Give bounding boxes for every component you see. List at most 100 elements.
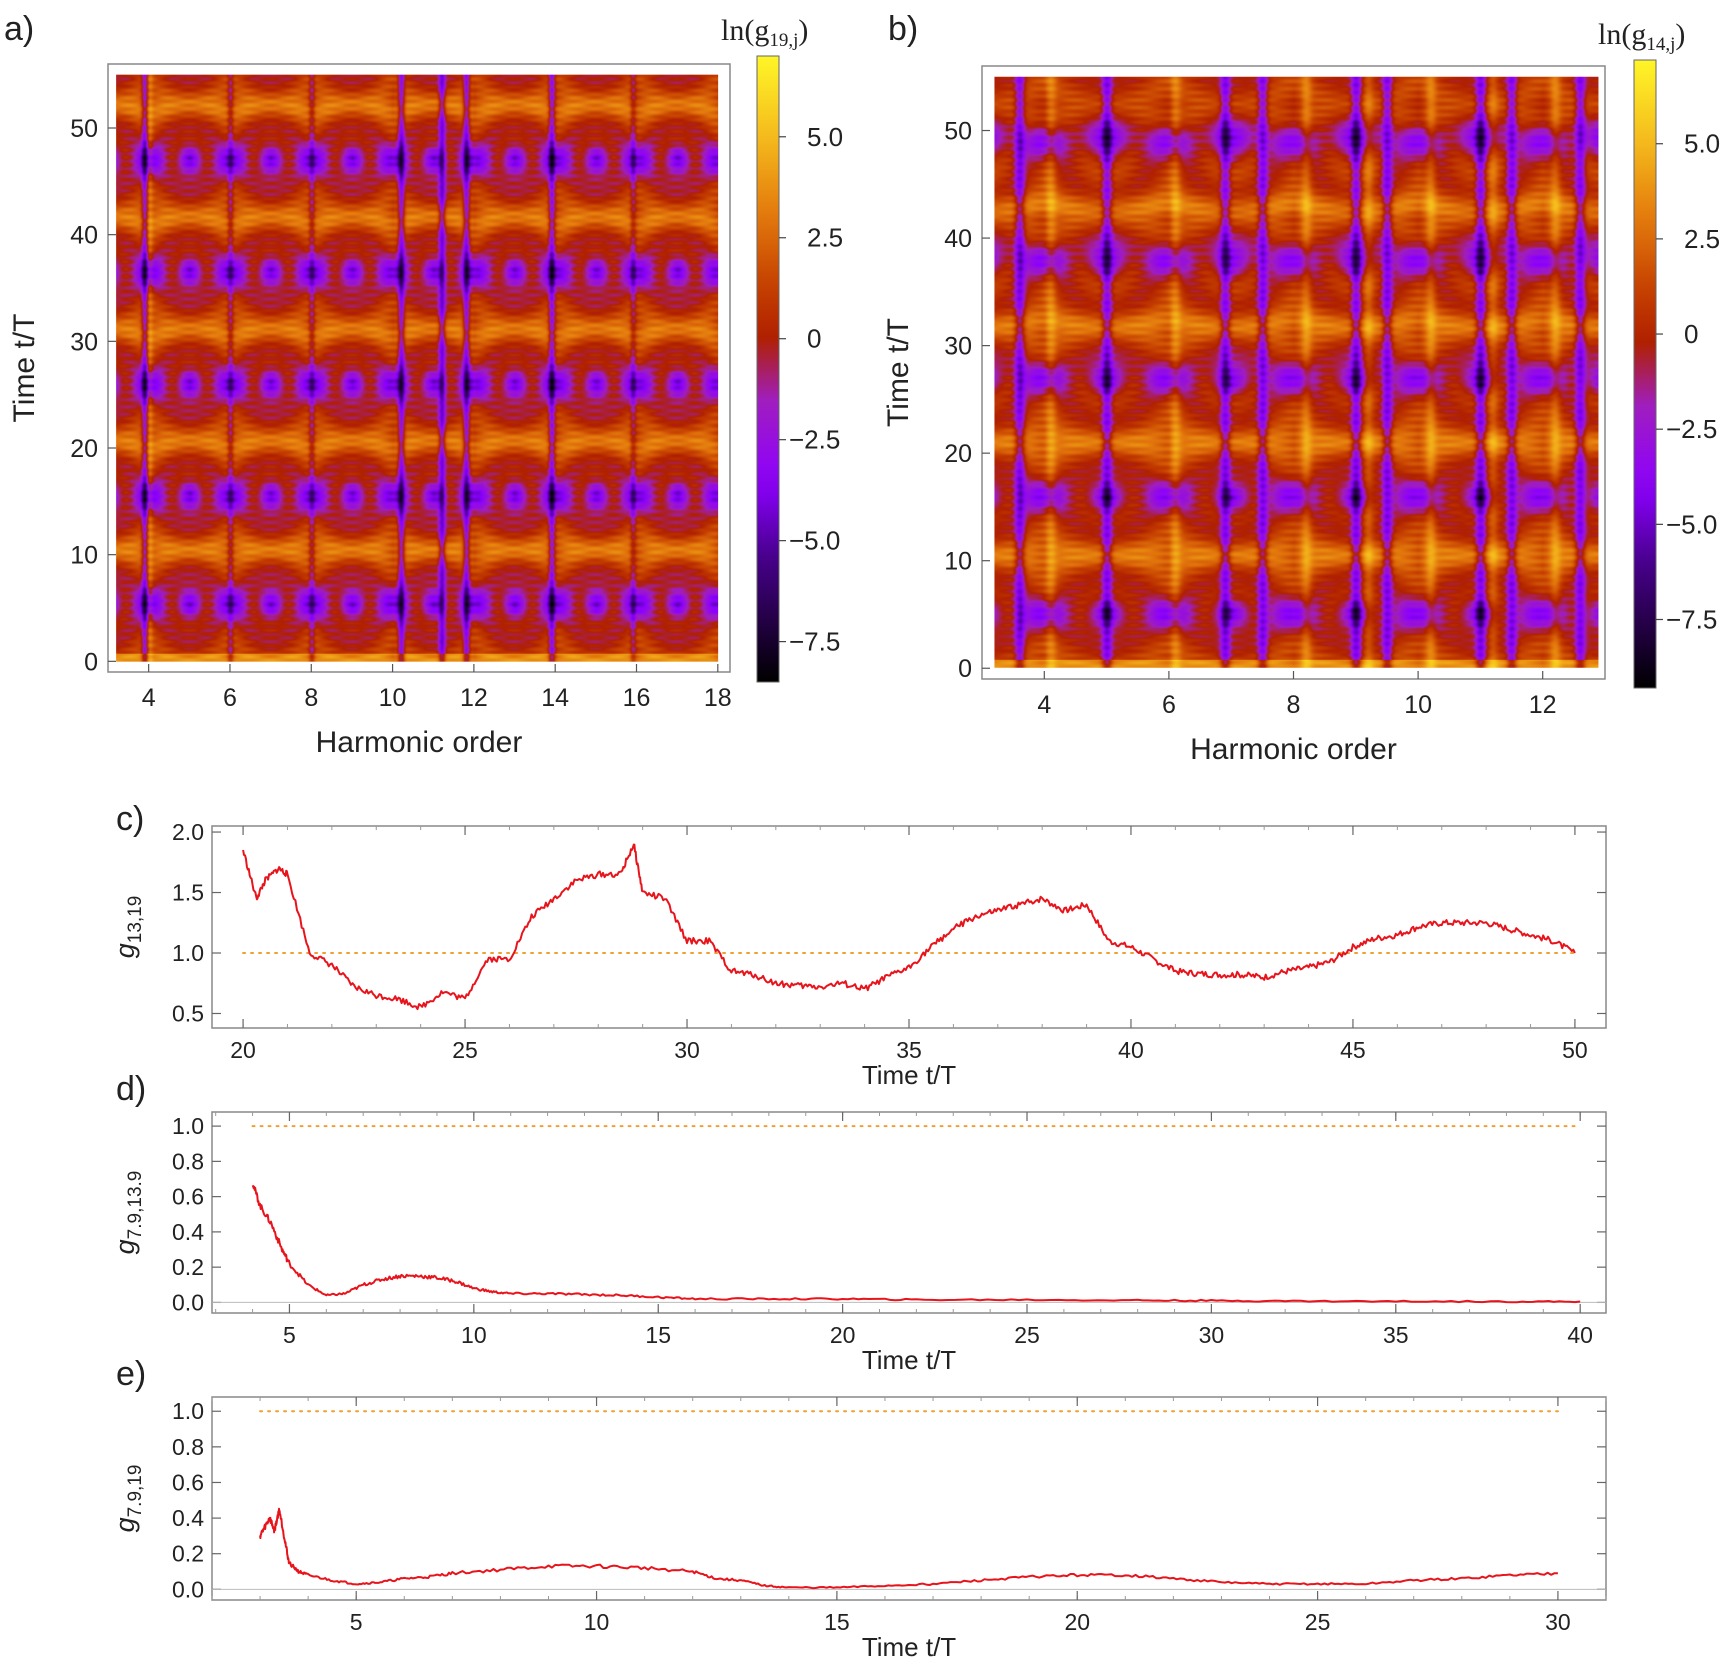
- series-line-g7.9,19: [259, 1507, 1558, 1590]
- x-tick-label: 10: [461, 1322, 487, 1348]
- x-tick-label: 25: [1014, 1322, 1040, 1348]
- colorbar-title-main: ln(g: [1598, 18, 1646, 51]
- x-tick-label: 14: [541, 684, 569, 712]
- y-tick-label: 0.2: [172, 1541, 204, 1567]
- colorbar-title-sub: 14,j: [1646, 34, 1675, 55]
- x-tick-label: 10: [1404, 691, 1432, 719]
- y-tick-label: 0.8: [172, 1148, 204, 1174]
- colorbar-tick-label: 2.5: [1684, 224, 1720, 254]
- y-axis-title-sub: 7.9,19: [125, 1465, 146, 1518]
- y-tick-label: 1.5: [172, 880, 204, 906]
- y-tick-label: 0: [958, 655, 972, 683]
- colorbar-tick-label: 2.5: [807, 223, 843, 253]
- x-tick-label: 5: [283, 1322, 296, 1348]
- x-tick-label: 16: [623, 684, 651, 712]
- colorbar-tick-label: −7.5: [1666, 604, 1717, 634]
- y-tick-label: 30: [70, 328, 98, 356]
- y-tick-label: 0.0: [172, 1576, 204, 1602]
- x-tick-label: 4: [142, 684, 156, 712]
- y-axis-title: g7.9,13.9: [110, 1171, 146, 1255]
- y-tick-label: 20: [944, 440, 972, 468]
- x-tick-label: 30: [1545, 1609, 1571, 1635]
- colorbar-tick-label: −2.5: [789, 425, 840, 455]
- x-tick-label: 4: [1037, 691, 1051, 719]
- x-tick-label: 20: [1064, 1609, 1090, 1635]
- y-tick-label: 2.0: [172, 819, 204, 845]
- x-tick-label: 15: [824, 1609, 850, 1635]
- x-tick-label: 35: [896, 1037, 922, 1063]
- panel-label-d: d): [116, 1070, 146, 1108]
- colorbar-title-close: ): [798, 14, 808, 47]
- x-tick-label: 45: [1340, 1037, 1366, 1063]
- colorbar: [756, 55, 780, 683]
- plot-frame: [211, 1111, 1607, 1314]
- series-line-g7.9,13.9: [251, 1184, 1581, 1304]
- y-tick-label: 0.4: [172, 1505, 204, 1531]
- x-tick-label: 10: [584, 1609, 610, 1635]
- series-line-g13,19: [242, 843, 1576, 1011]
- y-tick-label: 0.6: [172, 1184, 204, 1210]
- y-tick-label: 10: [944, 548, 972, 576]
- y-tick-label: 40: [70, 222, 98, 250]
- x-tick-label: 6: [223, 684, 237, 712]
- panel-label-a: a): [4, 10, 34, 48]
- x-tick-label: 35: [1383, 1322, 1409, 1348]
- colorbar-title-close: ): [1675, 18, 1685, 51]
- x-axis-title: Time t/T: [862, 1632, 956, 1662]
- y-tick-label: 0.0: [172, 1289, 204, 1315]
- colorbar-title-main: ln(g: [721, 14, 769, 47]
- x-axis-title: Harmonic order: [1190, 733, 1397, 766]
- y-tick-label: 30: [944, 333, 972, 361]
- colorbar-title: ln(g19,j): [721, 14, 808, 51]
- y-axis-title-main: g: [110, 1239, 140, 1254]
- x-tick-label: 18: [704, 684, 732, 712]
- panel-label-e: e): [116, 1355, 146, 1393]
- x-axis-title: Time t/T: [862, 1345, 956, 1375]
- x-tick-label: 8: [304, 684, 318, 712]
- colorbar-tick-label: −7.5: [789, 627, 840, 657]
- x-tick-label: 20: [230, 1037, 256, 1063]
- x-tick-label: 8: [1287, 691, 1301, 719]
- x-tick-label: 15: [645, 1322, 671, 1348]
- x-tick-label: 40: [1567, 1322, 1593, 1348]
- line-chart-d: g7.9,13.9: [110, 1111, 1607, 1314]
- x-tick-label: 6: [1162, 691, 1176, 719]
- y-axis-title-sub: 13,19: [125, 896, 146, 944]
- y-tick-label: 0.6: [172, 1469, 204, 1495]
- line-chart-c: g13,19: [110, 825, 1607, 1029]
- colorbar-tick-label: −2.5: [1666, 414, 1717, 444]
- plot-frame: [211, 825, 1607, 1029]
- heatmap-a: ln(g19,j): [107, 14, 808, 683]
- colorbar-title: ln(g14,j): [1598, 18, 1685, 55]
- x-tick-label: 50: [1562, 1037, 1588, 1063]
- y-axis-title-sub: 7.9,13.9: [125, 1171, 146, 1240]
- line-chart-e: g7.9,19: [110, 1396, 1607, 1601]
- panel-label-b: b): [888, 10, 918, 48]
- y-tick-label: 1.0: [172, 940, 204, 966]
- y-tick-label: 10: [70, 542, 98, 570]
- y-tick-label: 1.0: [172, 1398, 204, 1424]
- colorbar-tick-label: −5.0: [789, 526, 840, 556]
- y-axis-title: g7.9,19: [110, 1465, 146, 1533]
- y-tick-label: 0: [84, 648, 98, 676]
- y-tick-label: 50: [944, 118, 972, 146]
- x-tick-label: 30: [674, 1037, 700, 1063]
- y-axis-title-main: g: [110, 1517, 140, 1532]
- y-axis-title-main: g: [110, 943, 140, 958]
- heatmap-b: ln(g14,j): [981, 18, 1685, 689]
- y-tick-label: 1.0: [172, 1113, 204, 1139]
- y-tick-label: 50: [70, 115, 98, 143]
- x-axis-title: Time t/T: [862, 1060, 956, 1090]
- x-tick-label: 20: [830, 1322, 856, 1348]
- y-tick-label: 0.5: [172, 1000, 204, 1026]
- x-tick-label: 10: [379, 684, 407, 712]
- x-tick-label: 5: [350, 1609, 363, 1635]
- colorbar: [1633, 59, 1657, 689]
- heatmap-image-b: [994, 76, 1599, 668]
- plot-frame: [211, 1396, 1607, 1601]
- colorbar-tick-label: 5.0: [1684, 129, 1720, 159]
- colorbar-tick-label: 0: [1684, 319, 1698, 349]
- x-tick-label: 25: [452, 1037, 478, 1063]
- x-tick-label: 30: [1199, 1322, 1225, 1348]
